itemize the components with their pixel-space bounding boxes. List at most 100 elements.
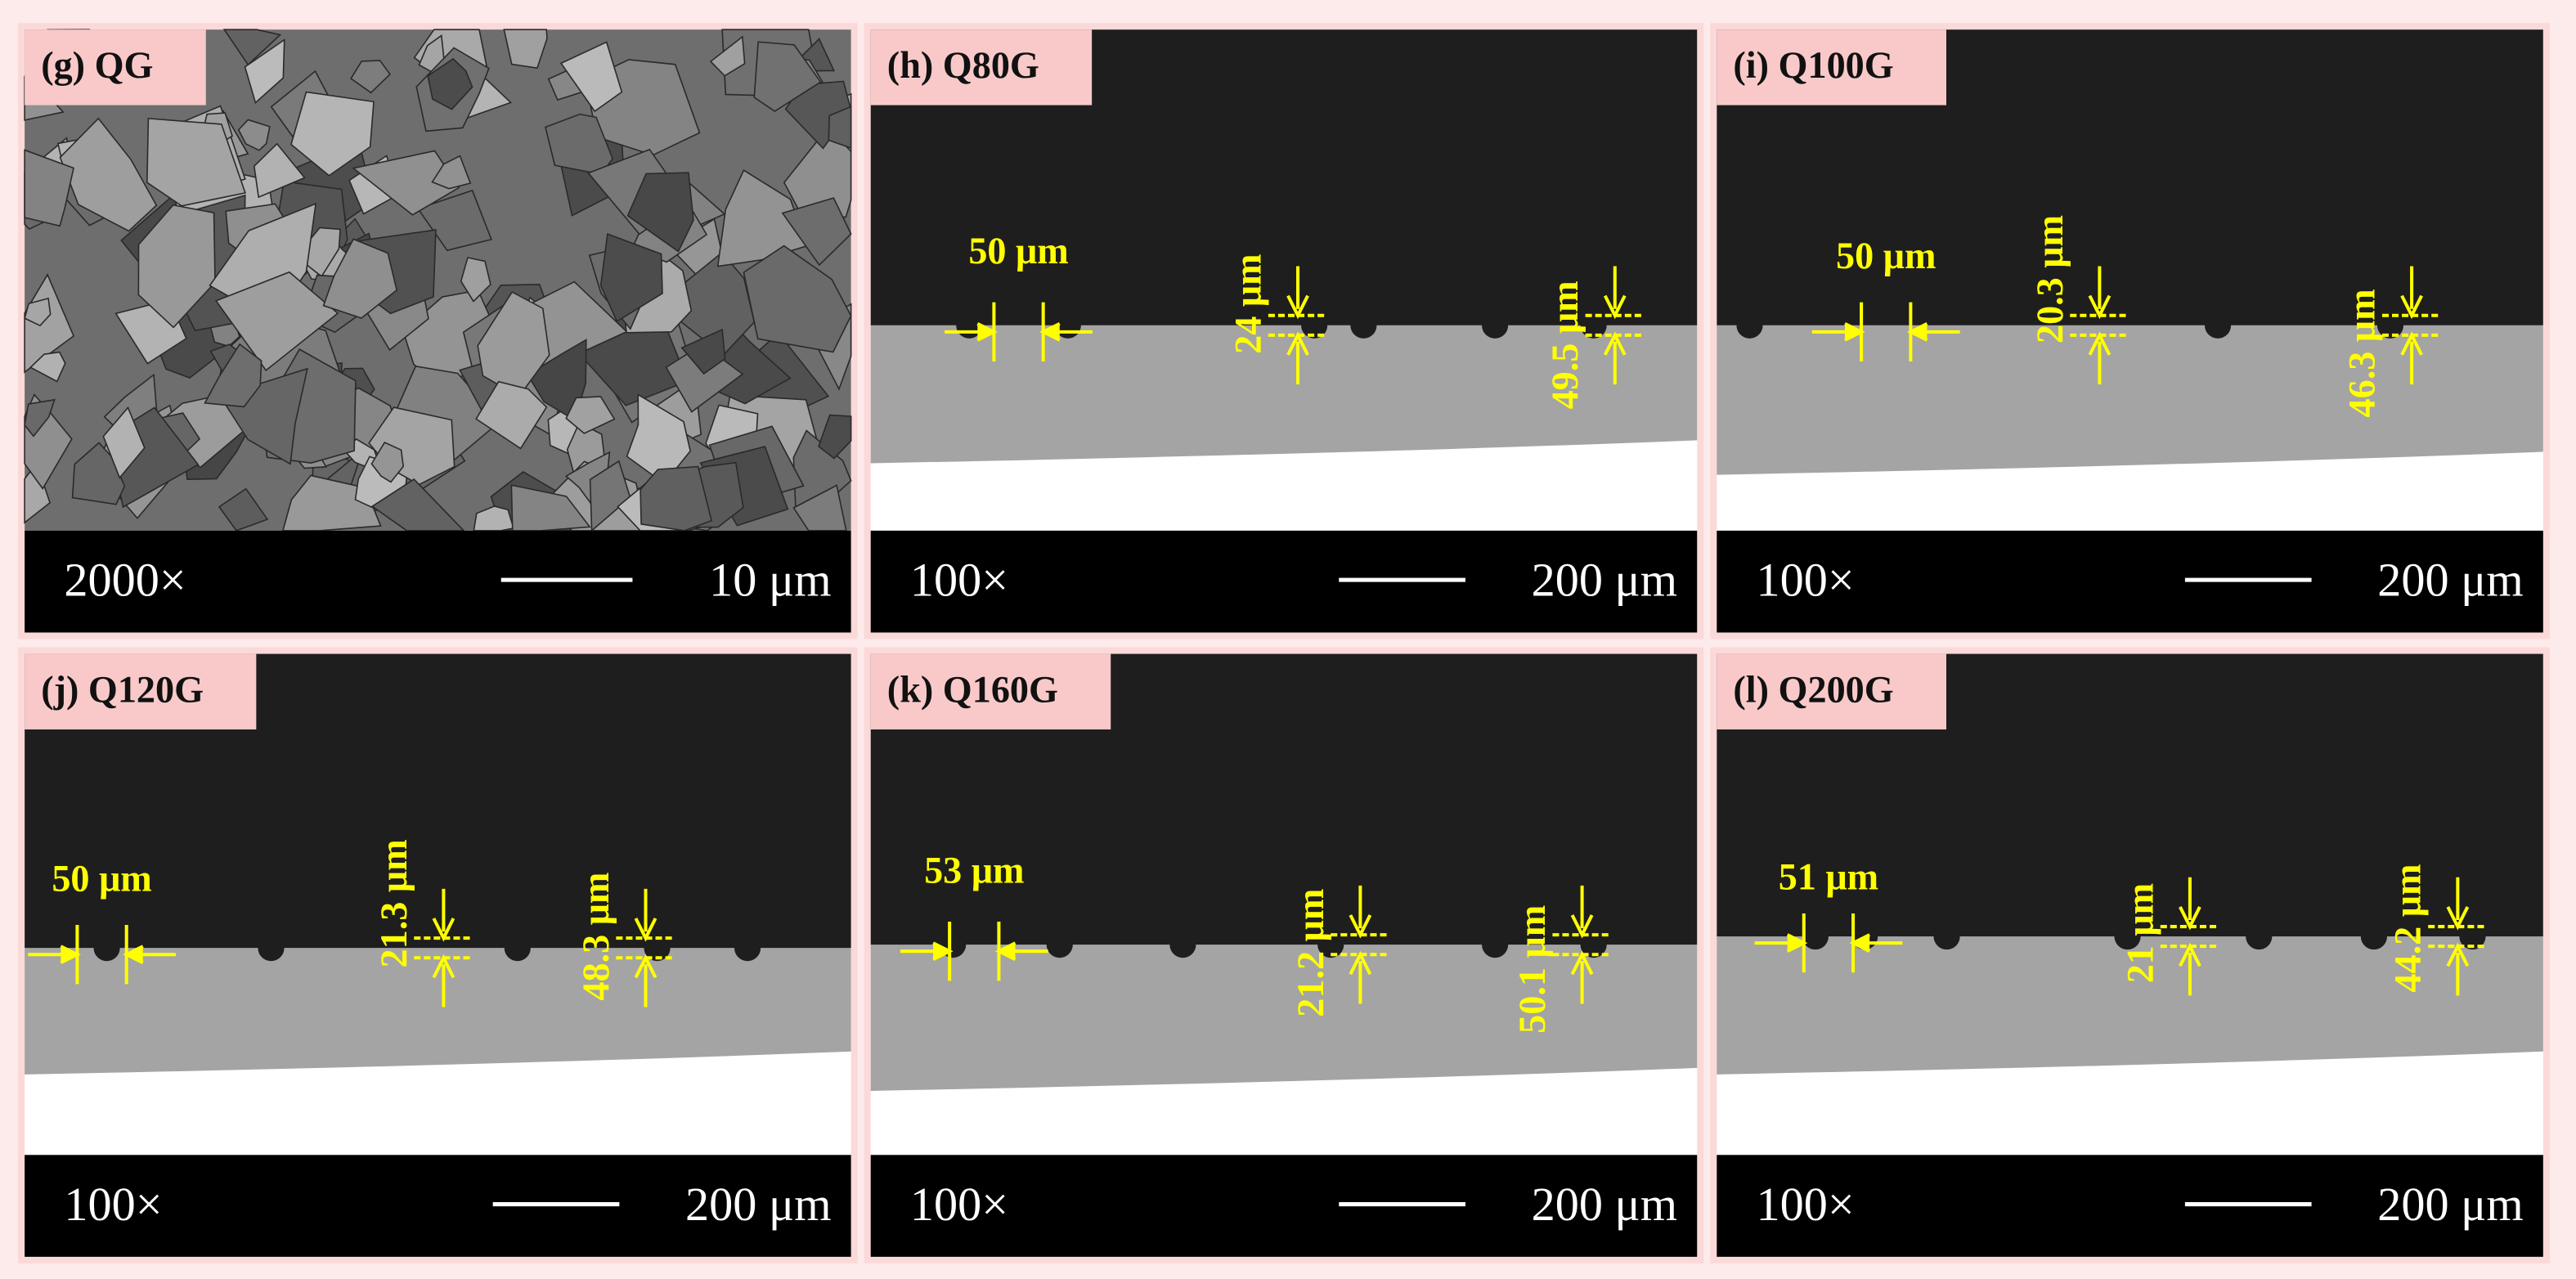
measurement-label: 44.2 μm — [2387, 864, 2429, 993]
flake — [559, 41, 623, 113]
arrow — [432, 888, 456, 1007]
pit — [644, 935, 671, 962]
measurement-label: 24 μm — [1227, 254, 1268, 353]
pit — [1482, 312, 1509, 339]
arrow — [1286, 266, 1309, 385]
pit — [1350, 312, 1377, 339]
arrow — [1603, 266, 1627, 385]
measurement-label: 50 μm — [968, 230, 1068, 272]
flake — [222, 29, 282, 66]
measurement-label: 53 μm — [924, 849, 1024, 891]
flake — [352, 150, 460, 216]
flake — [475, 380, 548, 450]
flake — [137, 204, 216, 329]
panel-label: (i) Q100G — [1733, 44, 1893, 86]
measurement-label: 51 μm — [1779, 855, 1878, 897]
flake — [589, 460, 631, 532]
arrow — [1570, 885, 1594, 1004]
label-box — [25, 653, 257, 729]
pit — [2459, 923, 2486, 950]
flake — [244, 38, 285, 105]
label-box — [870, 653, 1111, 729]
pit — [1736, 312, 1763, 339]
arrow — [2400, 266, 2423, 385]
magnification: 100× — [1757, 554, 1855, 607]
scale-bar-label: 200 μm — [685, 1178, 831, 1231]
flake — [599, 232, 663, 323]
flake — [370, 442, 405, 483]
arrow — [2179, 877, 2201, 996]
measurement-label: 20.3 μm — [2029, 215, 2071, 343]
flake — [204, 343, 263, 408]
scale-bar-label: 200 μm — [1532, 1178, 1677, 1231]
info-bar — [870, 530, 1698, 633]
flake — [290, 91, 375, 177]
pit — [2114, 923, 2141, 950]
coating-layer — [1717, 325, 2543, 475]
scale-bar-label: 200 μm — [2377, 1178, 2523, 1231]
panel-label: (g) QG — [41, 44, 153, 86]
flake — [716, 168, 809, 267]
flake — [431, 155, 472, 190]
flake — [59, 117, 158, 232]
label-box — [1717, 653, 1946, 729]
pit — [2204, 312, 2232, 339]
magnification: 100× — [910, 1178, 1008, 1231]
pit — [1580, 312, 1607, 339]
panel: 50 μm 21.3 μm 48.3 μm 100× 200 μm (j) Q120G — [18, 647, 858, 1263]
flake — [237, 119, 271, 151]
pit — [1933, 923, 1960, 950]
coating-layer — [870, 325, 1698, 464]
measurement-label: 48.3 μm — [575, 873, 617, 1001]
scale-bar-label: 200 μm — [1532, 554, 1677, 607]
measurement-label: 21.3 μm — [373, 839, 415, 967]
flake — [427, 57, 473, 110]
flake — [218, 487, 269, 532]
flake — [818, 414, 852, 460]
scale-bar-label: 10 μm — [709, 554, 831, 607]
flake — [680, 328, 726, 375]
panel-label: (h) Q80G — [887, 44, 1039, 86]
flake — [781, 197, 852, 267]
flake — [709, 35, 746, 77]
arrow — [28, 925, 176, 985]
pit — [93, 935, 120, 962]
info-bar — [870, 1155, 1698, 1257]
measurement-label: 46.3 μm — [2340, 289, 2382, 417]
pit — [2246, 923, 2273, 950]
pit — [1802, 923, 1829, 950]
flake — [783, 126, 852, 218]
arrow — [1754, 913, 1903, 973]
flake — [565, 396, 616, 434]
magnification: 100× — [1757, 1178, 1855, 1231]
flake — [253, 142, 306, 199]
pit — [1046, 931, 1073, 958]
arrow — [900, 922, 1048, 981]
magnification: 100× — [64, 1178, 162, 1231]
flake — [29, 351, 66, 383]
pit — [1482, 931, 1509, 958]
arrow — [2446, 877, 2470, 996]
panel-label: (k) Q160G — [887, 668, 1058, 710]
pit — [2376, 312, 2404, 339]
measurement-label: 50.1 μm — [1511, 905, 1553, 1034]
measurement-label: 50 μm — [1836, 235, 1936, 276]
flake — [743, 245, 852, 353]
pit — [734, 935, 761, 962]
flake — [24, 149, 74, 227]
panel: 2000× 10 μm (g) QG — [18, 23, 858, 640]
coating-layer — [870, 945, 1698, 1091]
flake — [626, 172, 694, 253]
flake — [102, 406, 146, 479]
flake — [322, 238, 398, 319]
arrow — [1349, 885, 1372, 1004]
panel: 50 μm 24 μm 49.5 μm 100× 200 μm (h) Q80G — [864, 23, 1704, 640]
panel-label: (l) Q200G — [1733, 668, 1893, 710]
arrow — [2088, 266, 2112, 385]
flake — [350, 60, 391, 94]
flake — [24, 297, 52, 327]
measurement-label: 50 μm — [52, 857, 151, 899]
label-box — [870, 29, 1093, 105]
flake — [460, 257, 491, 303]
